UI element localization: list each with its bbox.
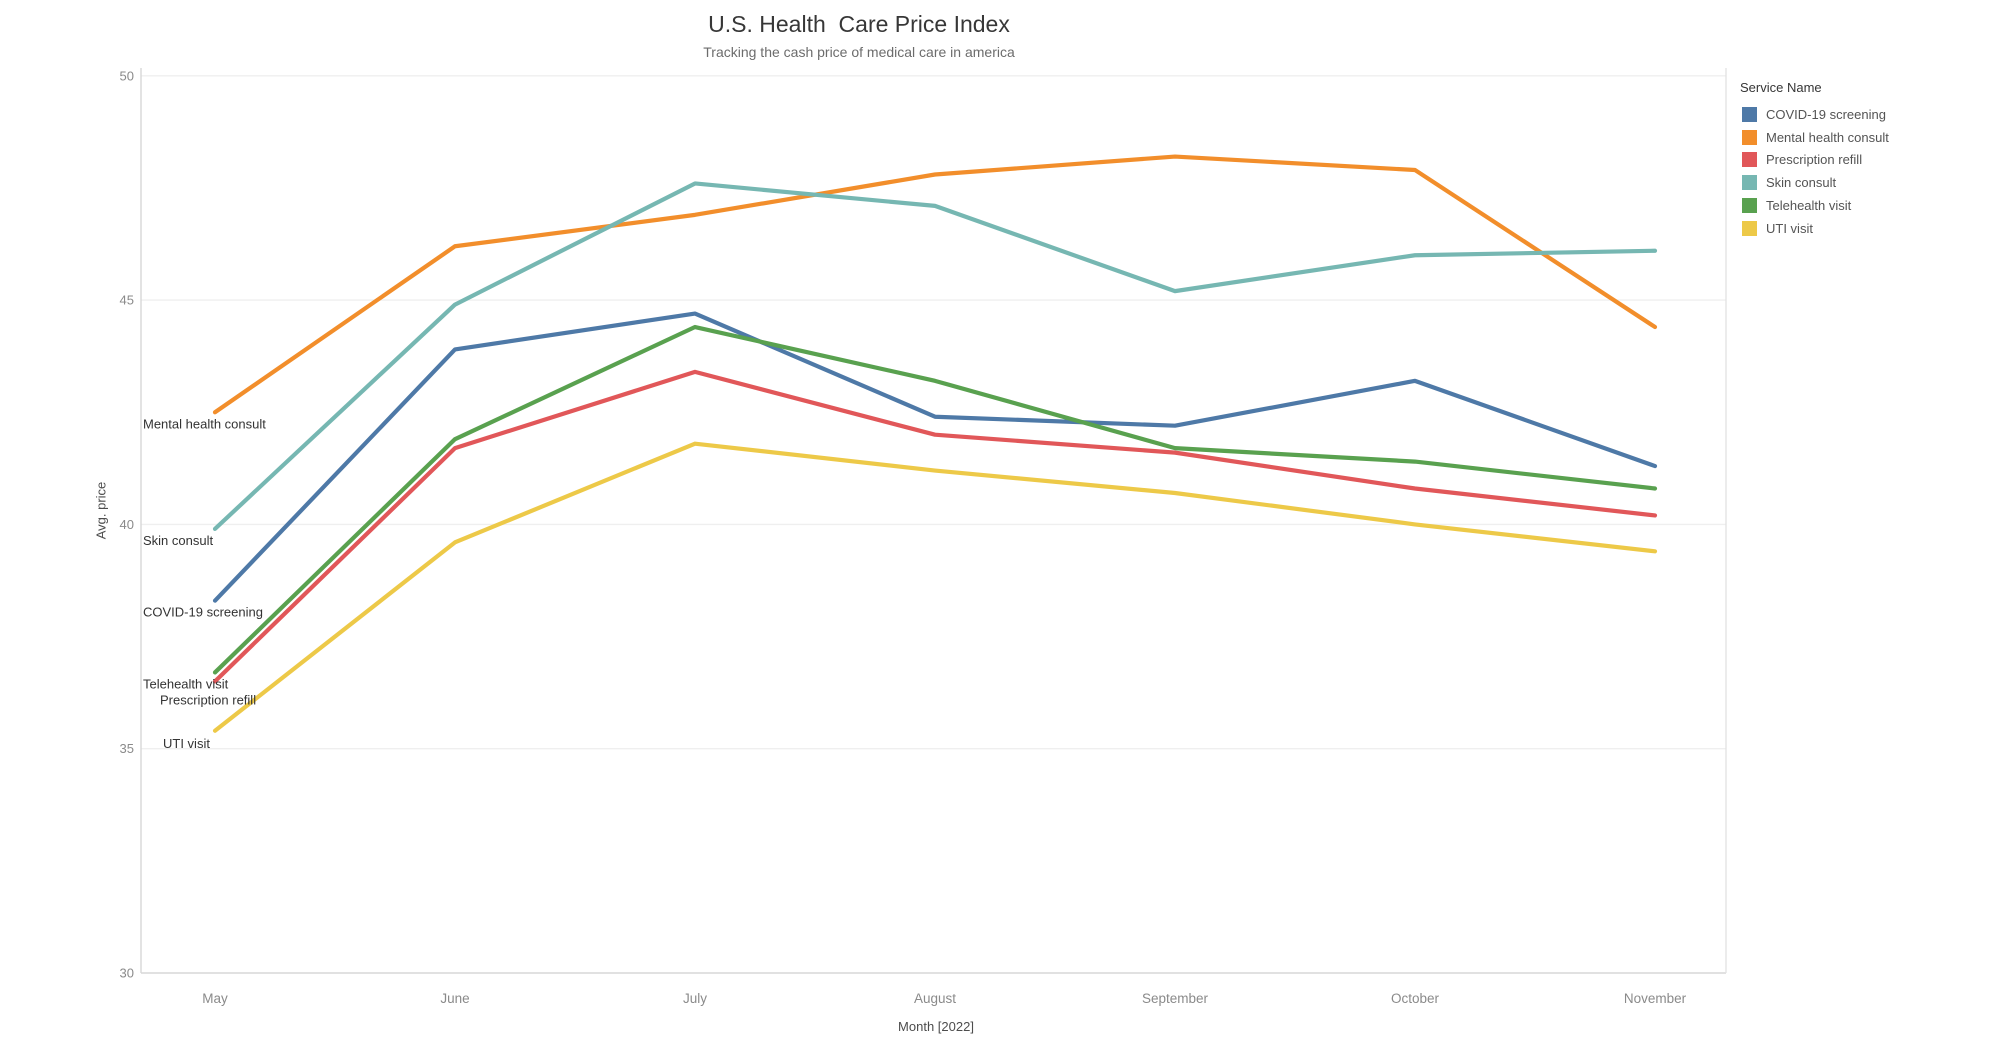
legend-item-telehealth-visit[interactable]: Telehealth visit: [1740, 194, 1990, 217]
legend-items: COVID-19 screening Mental health consult P…: [1740, 103, 1990, 240]
x-tick-label-august: August: [914, 991, 956, 1006]
legend-item-label: Telehealth visit: [1766, 198, 1852, 214]
series-start-label-mental-health-consult: Mental health consult: [143, 416, 266, 431]
legend-item-label: Prescription refill: [1766, 152, 1863, 168]
x-tick-label-november: November: [1624, 991, 1687, 1006]
legend: Service Name COVID-19 screening Mental he…: [1740, 80, 1990, 240]
legend-item-uti-visit[interactable]: UTI visit: [1740, 217, 1990, 240]
series-start-label-telehealth-visit: Telehealth visit: [143, 676, 229, 691]
legend-item-label: UTI visit: [1766, 220, 1813, 236]
series-start-label-uti-visit: UTI visit: [163, 736, 210, 751]
series-start-label-covid-19-screening: COVID-19 screening: [143, 605, 263, 620]
x-tick-label-june: June: [440, 991, 469, 1006]
y-tick-label-40: 40: [120, 517, 134, 532]
series-line-prescription-refill[interactable]: [212, 369, 1658, 684]
chart-title: U.S. Health Care Price Index: [708, 11, 1010, 37]
legend-swatch-skin-consult: [1742, 175, 1757, 191]
legend-swatch-telehealth-visit: [1742, 198, 1757, 214]
legend-item-skin-consult[interactable]: Skin consult: [1740, 171, 1990, 194]
series-line-mental-health-consult[interactable]: [212, 154, 1658, 415]
legend-item-covid-19-screening[interactable]: COVID-19 screening: [1740, 103, 1990, 126]
series-line-skin-consult[interactable]: [212, 181, 1658, 531]
legend-item-label: Skin consult: [1766, 175, 1837, 191]
series-line-covid-19-screening[interactable]: [212, 311, 1658, 603]
legend-item-label: Mental health consult: [1766, 129, 1889, 145]
y-tick-label-30: 30: [120, 966, 134, 981]
legend-swatch-prescription-refill: [1742, 152, 1757, 168]
legend-swatch-mental-health-consult: [1742, 129, 1757, 145]
legend-swatch-uti-visit: [1742, 220, 1757, 236]
series-start-label-skin-consult: Skin consult: [143, 533, 213, 548]
x-axis-title: Month [2022]: [898, 1019, 974, 1034]
x-tick-label-may: May: [202, 991, 228, 1006]
series-line-uti-visit[interactable]: [212, 441, 1658, 733]
y-axis-title: Avg. price: [93, 481, 109, 540]
legend-item-mental-health-consult[interactable]: Mental health consult: [1740, 126, 1990, 149]
series-start-label-prescription-refill: Prescription refill: [160, 692, 256, 707]
chart-subtitle: Tracking the cash price of medical care …: [703, 44, 1015, 60]
y-tick-label-50: 50: [120, 68, 134, 83]
legend-swatch-covid-19-screening: [1742, 106, 1757, 122]
legend-item-prescription-refill[interactable]: Prescription refill: [1740, 149, 1990, 172]
legend-title: Service Name: [1740, 80, 1822, 95]
legend-item-label: COVID-19 screening: [1766, 106, 1886, 122]
y-tick-label-35: 35: [120, 741, 134, 756]
y-tick-label-45: 45: [120, 293, 134, 308]
series-line-telehealth-visit[interactable]: [212, 324, 1658, 675]
x-tick-label-october: October: [1391, 991, 1440, 1006]
x-tick-label-september: September: [1142, 991, 1209, 1006]
x-tick-label-july: July: [683, 991, 707, 1006]
